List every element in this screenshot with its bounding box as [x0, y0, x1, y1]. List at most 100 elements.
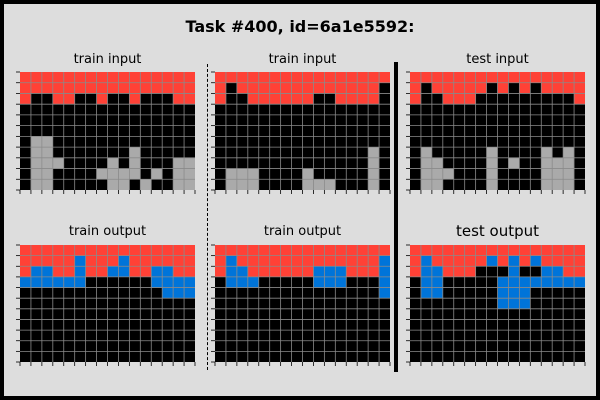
grid-cell: [258, 351, 270, 362]
grid-cell: [96, 147, 108, 158]
grid-cell: [497, 125, 509, 137]
grid-cell: [552, 136, 564, 148]
grid-cell: [258, 266, 270, 277]
grid-cell: [52, 287, 64, 299]
grid-cell: [368, 255, 380, 267]
grid-cell: [453, 266, 465, 277]
grid-cell: [85, 340, 97, 352]
grid-cell: [140, 93, 152, 105]
grid-cell: [184, 340, 195, 352]
grid-cell: [410, 168, 421, 180]
grid-cell: [41, 93, 53, 105]
grid-cell: [302, 319, 314, 331]
grid-cell: [63, 351, 75, 362]
grid-cell: [162, 245, 174, 256]
grid-cell: [269, 82, 281, 94]
grid-cell: [357, 276, 369, 288]
grid-cell: [291, 255, 303, 267]
grid-cell: [63, 298, 75, 309]
grid-cell: [541, 82, 553, 94]
grid-cell: [431, 266, 443, 277]
grid-cell: [30, 330, 42, 341]
grid-cell: [184, 125, 195, 137]
grid-cell: [291, 308, 303, 320]
grid-cell: [335, 125, 347, 137]
grid-cell: [41, 114, 53, 126]
grid-cell: [324, 245, 336, 256]
grid-cell: [475, 147, 487, 158]
grid-cell: [151, 104, 163, 115]
grid-cell: [519, 114, 531, 126]
grid-cell: [184, 255, 195, 267]
grid-cell: [41, 168, 53, 180]
grid-cell: [118, 82, 130, 94]
grid-cell: [20, 82, 31, 94]
grid-cell: [140, 104, 152, 115]
grid-cell: [346, 125, 358, 137]
grid-cell: [20, 340, 31, 352]
grid-cell: [410, 245, 421, 256]
grid-cell: [346, 136, 358, 148]
grid-cell: [420, 276, 432, 288]
grid-cell: [302, 168, 314, 180]
grid-cell: [324, 72, 336, 83]
grid-cell: [574, 82, 585, 94]
grid-cell: [357, 136, 369, 148]
grid-cell: [184, 82, 195, 94]
grid-cell: [346, 308, 358, 320]
grid-cell: [431, 340, 443, 352]
grid-cell: [63, 147, 75, 158]
grid-cell: [162, 114, 174, 126]
grid-cell: [74, 340, 86, 352]
grid-cell: [247, 104, 259, 115]
grid-cell: [96, 157, 108, 169]
divider-solid: [394, 62, 398, 372]
grid-cell: [225, 82, 237, 94]
grid-cell: [291, 82, 303, 94]
grid-cell: [420, 104, 432, 115]
grid-cell: [508, 287, 520, 299]
grid-cell: [453, 104, 465, 115]
grid-cell: [313, 255, 325, 267]
grid-cell: [541, 168, 553, 180]
grid-cell: [431, 330, 443, 341]
grid-cell: [420, 245, 432, 256]
grid-cell: [508, 179, 520, 190]
grid-cell: [410, 266, 421, 277]
grid-cell: [563, 114, 575, 126]
grid-cell: [431, 93, 443, 105]
grid-cell: [431, 104, 443, 115]
grid-cell: [118, 136, 130, 148]
grid-cell: [552, 351, 564, 362]
grid-cell: [464, 82, 476, 94]
grid-cell: [280, 93, 292, 105]
grid-cell: [269, 168, 281, 180]
grid-cell: [74, 308, 86, 320]
grid-cell: [247, 125, 259, 137]
grid-cell: [269, 340, 281, 352]
grid-cell: [420, 330, 432, 341]
grid-cell: [530, 125, 542, 137]
grid-cell: [184, 266, 195, 277]
grid-cell: [530, 104, 542, 115]
grid-cell: [74, 147, 86, 158]
grid-cell: [552, 82, 564, 94]
grid-cell: [52, 308, 64, 320]
grid-cell: [335, 147, 347, 158]
grid-cell: [574, 72, 585, 83]
grid-cell: [541, 179, 553, 190]
grid-cell: [410, 351, 421, 362]
grid-cell: [107, 308, 119, 320]
grid-cell: [420, 136, 432, 148]
grid-cell: [173, 298, 185, 309]
grid-cell: [151, 136, 163, 148]
grid-cell: [442, 125, 454, 137]
grid-cell: [96, 125, 108, 137]
grid-cell: [453, 157, 465, 169]
grid-cell: [63, 308, 75, 320]
grid-cell: [431, 168, 443, 180]
grid-cell: [563, 136, 575, 148]
grid-cell: [20, 93, 31, 105]
grid-cell: [63, 245, 75, 256]
grid-cell: [541, 266, 553, 277]
